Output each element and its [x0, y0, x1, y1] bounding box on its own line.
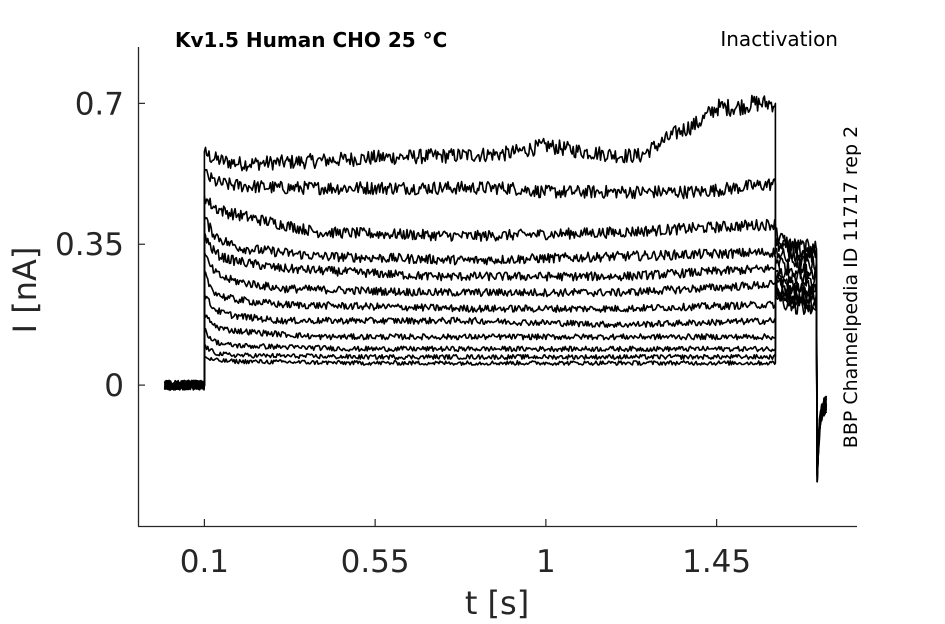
y-axis-label: I [nA] — [6, 247, 44, 334]
x-axis-label: t [s] — [465, 584, 529, 622]
x-tick-label: 0.1 — [180, 544, 229, 580]
current-trace-10 — [163, 283, 827, 471]
y-axis-ticks: 0 0.35 0.7 — [55, 86, 145, 404]
x-tick-label: 0.55 — [341, 544, 410, 580]
current-trace-11 — [164, 281, 828, 477]
current-trace-8 — [163, 272, 828, 477]
current-trace-4 — [164, 215, 827, 471]
current-trace-2 — [164, 168, 828, 477]
x-tick-label: 1 — [536, 544, 556, 580]
x-axis-ticks: 0.1 0.55 1 1.45 — [180, 519, 751, 580]
current-trace-1 — [163, 94, 827, 471]
current-trace-5 — [164, 231, 828, 477]
y-tick-label: 0 — [104, 368, 124, 404]
current-trace-9 — [164, 276, 828, 483]
source-label: BBP Channelpedia ID 11717 rep 2 — [840, 126, 862, 448]
x-tick-label: 1.45 — [682, 544, 751, 580]
current-trace-6 — [163, 251, 828, 483]
current-trace-7 — [163, 269, 828, 471]
chart-title: Kv1.5 Human CHO 25 °C — [175, 28, 447, 52]
current-traces — [163, 94, 828, 483]
y-tick-label: 0.35 — [55, 227, 124, 263]
current-trace-3 — [163, 195, 828, 483]
y-tick-label: 0.7 — [75, 86, 124, 122]
protocol-label: Inactivation — [720, 27, 838, 51]
current-trace-12 — [163, 291, 828, 483]
